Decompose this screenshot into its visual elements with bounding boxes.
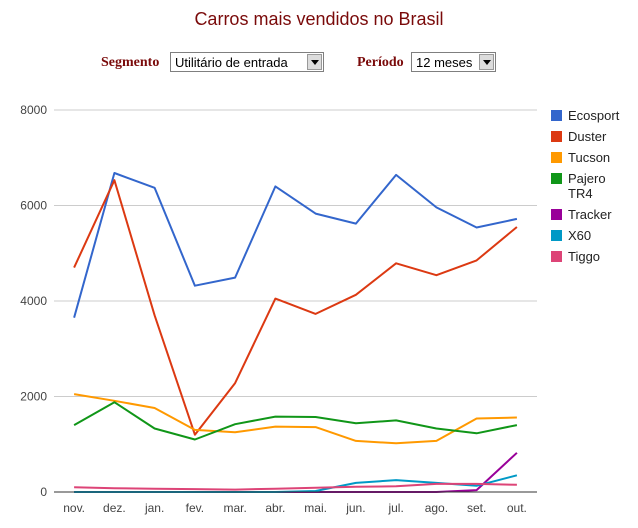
segment-dropdown-button[interactable] [307,54,322,70]
y-axis-ticks: 0 2000 4000 6000 8000 [20,103,47,499]
legend-label: Tiggo [568,249,600,264]
series-lines [73,172,518,493]
x-tick-label: ago. [425,501,448,515]
chevron-down-icon [483,60,491,65]
legend-item-tracker[interactable]: Tracker [551,207,612,222]
x-tick-label: abr. [265,501,285,515]
legend-label: Pajero TR4 [568,171,606,201]
series-line-tucson[interactable] [73,393,517,445]
period-label: Período [357,55,404,70]
legend-swatch [551,110,562,121]
period-select[interactable]: 12 meses [411,52,496,72]
legend: Ecosport Duster Tucson Pajero TR4 Tracker X60 T… [551,108,620,264]
series-line-pajero-tr4[interactable] [73,401,518,441]
segment-select[interactable]: Utilitário de entrada [170,52,324,72]
legend-item-tiggo[interactable]: Tiggo [551,249,600,264]
x-tick-label: out. [507,501,527,515]
series-line-duster[interactable] [73,179,518,436]
x-tick-label: dez. [103,501,126,515]
legend-swatch [551,230,562,241]
legend-swatch [551,173,562,184]
period-select-value: 12 meses [416,55,473,70]
legend-label: Tucson [568,150,610,165]
y-tick-label: 6000 [20,199,47,213]
legend-swatch [551,131,562,142]
chevron-down-icon [311,60,319,65]
legend-item-x60[interactable]: X60 [551,228,591,243]
series-line-tiggo[interactable] [74,482,517,491]
gridlines [54,109,537,397]
y-tick-label: 2000 [20,390,47,404]
legend-swatch [551,251,562,262]
x-tick-label: set. [467,501,486,515]
legend-item-tucson[interactable]: Tucson [551,150,610,165]
legend-label: Duster [568,129,607,144]
x-tick-label: jun. [345,501,365,515]
y-tick-label: 8000 [20,103,47,117]
x-tick-label: fev. [186,501,204,515]
segment-select-value: Utilitário de entrada [175,55,288,70]
legend-item-ecosport[interactable]: Ecosport [551,108,620,123]
legend-item-duster[interactable]: Duster [551,129,607,144]
x-tick-label: jan. [144,501,164,515]
series-line-ecosport[interactable] [73,172,518,318]
y-tick-label: 4000 [20,294,47,308]
legend-label: Ecosport [568,108,620,123]
x-axis: nov. dez. jan. fev. mar. abr. mai. jun. jul. ago.… [54,491,537,515]
x-tick-label: mai. [304,501,327,515]
x-tick-label: jul. [387,501,403,515]
y-tick-label: 0 [40,485,47,499]
filter-controls: Segmento Utilitário de entrada Período 1… [0,52,638,74]
legend-label: Tracker [568,207,612,222]
series-line-tracker[interactable] [74,452,518,493]
period-dropdown-button[interactable] [479,54,494,70]
segment-label: Segmento [101,55,160,70]
page-title: Carros mais vendidos no Brasil [194,9,444,29]
legend-swatch [551,209,562,220]
x-tick-label: nov. [63,501,85,515]
legend-label: X60 [568,228,591,243]
legend-item-pajero-tr4[interactable]: Pajero TR4 [551,171,606,201]
x-tick-label: mar. [223,501,246,515]
legend-swatch [551,152,562,163]
